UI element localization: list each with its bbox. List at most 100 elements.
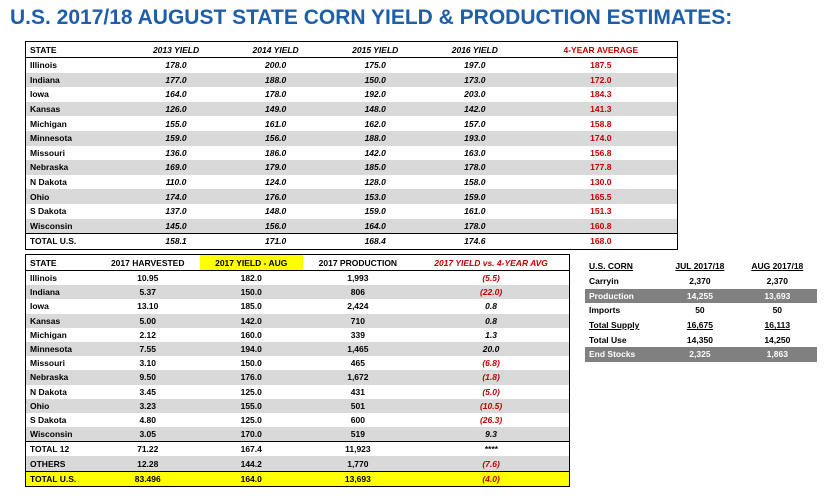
table-cell: 142.0 [199,313,303,328]
table-row: TOTAL 12 71.22 167.4 11,923 **** [25,441,570,457]
column-header: 2014 YIELD [225,41,326,58]
column-header: U.S. CORN [589,261,633,271]
table-cell: 185.0 [325,160,426,175]
table-cell: 179.0 [225,160,326,175]
table-row: Indiana 177.0 188.0 150.0 173.0 172.0 [25,72,678,88]
table-cell: 159.0 [364,206,386,217]
table-cell: 173.0 [425,72,525,88]
table-cell: TOTAL U.S. [25,470,96,487]
table-cell: 174.0 [126,189,226,204]
table-cell: (26.3) [479,414,503,425]
table-cell: 83.496 [95,470,200,487]
column-header: 2017 HARVESTED [95,254,200,271]
table-cell: 2,424 [347,301,369,312]
table-row: N Dakota 3.45 125.0 431 (5.0) [26,385,570,399]
table-cell: Indiana [25,72,127,88]
table-cell: 174.0 [524,130,678,146]
table-cell: 3.05 [95,427,200,442]
table-cell: Production [585,288,663,304]
table-cell: 156.8 [590,147,612,158]
table-cell: Kansas [25,101,127,117]
table-cell: Kansas [25,313,96,328]
table-cell: 136.0 [165,147,187,158]
table-cell: OTHERS [25,456,96,472]
table-cell: 148.0 [264,206,287,217]
table-cell: Imports [589,305,621,316]
table-cell: Wisconsin [25,218,127,234]
table-cell: Iowa [30,301,49,312]
table-cell: 182.0 [240,273,262,284]
table-cell: 142.0 [364,147,386,158]
page-title: U.S. 2017/18 AUGUST STATE CORN YIELD & P… [10,6,733,29]
table-cell: 1.3 [485,329,497,340]
table-cell: 150.0 [325,72,426,88]
table-cell: Minnesota [25,341,96,357]
table-cell: 160.0 [240,329,262,340]
table-row: Indiana 5.37 150.0 806 (22.0) [25,285,570,300]
table-cell: Nebraska [25,370,96,385]
table-cell: 1,993 [347,273,369,284]
table-cell: N Dakota [30,177,67,188]
table-cell: 174.6 [425,233,525,250]
table-cell: (4.0) [413,470,570,487]
table-row: Wisconsin 3.05 170.0 519 9.3 [25,427,570,442]
table-cell: 151.3 [590,206,612,217]
table-cell: (10.5) [413,398,570,413]
table-cell: Carryin [589,276,619,287]
table-row: Michigan 2.12 160.0 339 1.3 [26,328,570,342]
table-cell: 11,923 [302,441,414,457]
table-cell: 3.23 [95,398,200,413]
table-cell: 178.0 [264,89,287,100]
table-cell: 168.4 [325,233,426,250]
table-cell: Total Supply [589,320,640,331]
table-cell: 188.0 [325,130,426,146]
table-cell: 20.0 [413,341,570,357]
table-cell: 125.0 [240,386,262,397]
table-cell: 185.0 [240,301,262,312]
table-row: Kansas 5.00 142.0 710 0.8 [25,313,570,328]
table-row: Total Use 14,350 14,250 [585,332,817,347]
table-cell: Michigan [30,329,67,340]
table-cell: 110.0 [165,177,187,188]
table-cell: 50 [772,305,783,316]
column-header: 2016 YIELD [425,41,525,58]
table-cell: 160.8 [524,218,678,234]
table-cell: (7.6) [413,456,570,472]
table-cell: 14,255 [662,288,738,304]
table-cell: 137.0 [165,206,187,217]
table-cell: Iowa [30,89,49,100]
table-cell: 158.0 [464,177,486,188]
table-cell: 2,370 [766,276,788,287]
table-cell: 188.0 [225,72,326,88]
table-cell: 431 [350,386,365,397]
table-cell: 167.4 [199,441,303,457]
table-cell: 172.0 [524,72,678,88]
table-cell: Missouri [30,358,65,369]
table-cell: 71.22 [95,441,200,457]
table-cell: (5.0) [482,386,500,397]
table-cell: 141.3 [524,101,678,117]
column-header: 2017 YIELD - AUG [199,254,303,271]
table-row: Ohio 174.0 176.0 153.0 159.0 165.5 [25,189,678,204]
table-cell: 170.0 [199,427,303,442]
table-cell: S Dakota [30,414,67,425]
table-cell: 3.45 [139,386,156,397]
table-row: Kansas 126.0 149.0 148.0 142.0 141.3 [25,101,678,117]
table-cell: 161.0 [464,206,486,217]
table-cell: 156.0 [225,130,326,146]
table-cell: S Dakota [30,206,67,217]
table-cell: 145.0 [126,218,226,234]
table-cell: 125.0 [240,414,262,425]
table-cell: **** [413,441,570,457]
table-cell: 2,370 [689,276,711,287]
table-cell: Total Use [589,334,627,345]
table-cell: 177.0 [126,72,226,88]
table-cell: 465 [350,358,365,369]
table-cell: 13,693 [737,288,817,304]
table-cell: 1,863 [737,346,817,362]
table-cell: 126.0 [126,101,226,117]
table-cell: 12.28 [95,456,200,472]
table-cell: 806 [302,285,414,300]
table-cell: 9.3 [413,427,570,442]
table-cell: 16,675 [686,320,713,331]
